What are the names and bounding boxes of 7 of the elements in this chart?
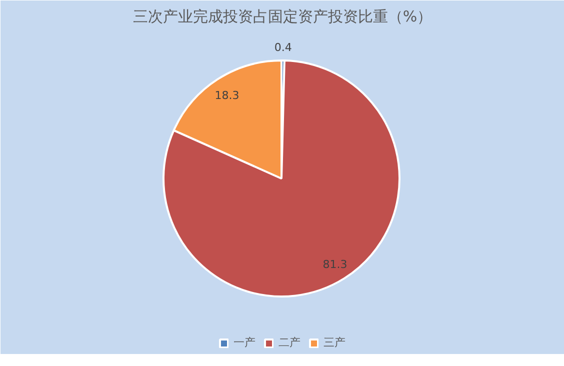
legend-label: 三产: [324, 335, 346, 350]
legend-label: 二产: [278, 335, 300, 350]
chart-title: 三次产业完成投资占固定资产投资比重（%）: [132, 8, 432, 26]
data-label: 0.4: [274, 40, 292, 54]
data-label: 18.3: [214, 88, 240, 102]
data-label: 81.3: [322, 258, 348, 271]
legend-label: 一产: [234, 335, 256, 350]
